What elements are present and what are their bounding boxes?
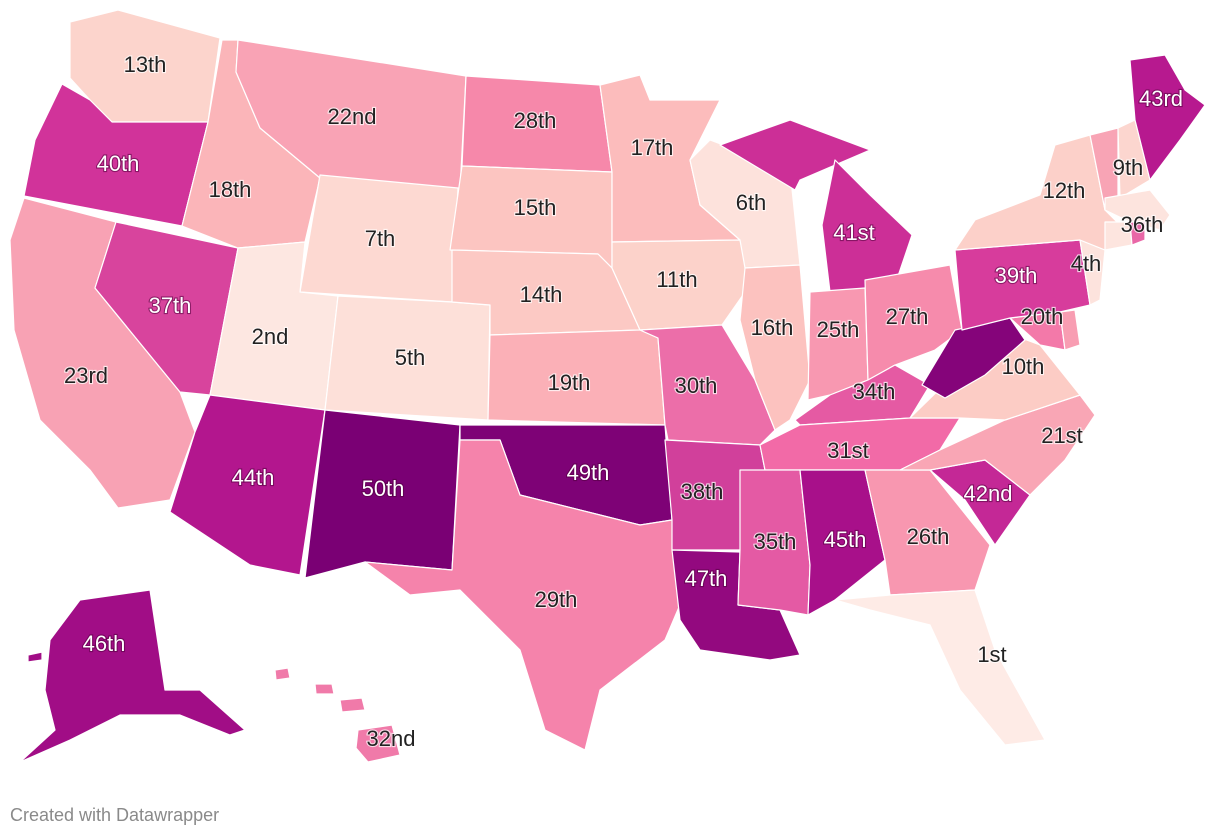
us-states-choropleth-map: 13th 40th 23rd 37th 18th 22nd 7th 2nd 5t… [9, 9, 1206, 763]
state-nc [899, 394, 1096, 496]
rank-label-me: 43rd [1139, 86, 1183, 111]
rank-label-id: 18th [209, 177, 252, 202]
rank-label-mt: 22nd [328, 104, 377, 129]
rank-label-nd: 28th [514, 108, 557, 133]
rank-label-ks: 19th [548, 370, 591, 395]
rank-label-nv: 37th [149, 293, 192, 318]
rank-label-or: 40th [97, 151, 140, 176]
rank-label-ak: 46th [83, 631, 126, 656]
rank-label-ut: 2nd [252, 324, 289, 349]
rank-label-nc: 21st [1041, 423, 1083, 448]
state-hi [339, 697, 366, 713]
state-de [1059, 309, 1081, 351]
rank-label-wa: 13th [124, 52, 167, 77]
rank-label-oh: 27th [886, 304, 929, 329]
state-ak [27, 651, 43, 663]
rank-label-md: 20th [1021, 304, 1064, 329]
rank-label-ky: 34th [853, 379, 896, 404]
rank-label-mi: 41st [833, 220, 875, 245]
rank-label-tn: 31st [827, 438, 869, 463]
state-hi [314, 683, 335, 695]
state-ri [1129, 221, 1146, 246]
rank-label-ny: 12th [1043, 178, 1086, 203]
state-il [739, 264, 811, 431]
rank-label-ne: 14th [520, 282, 563, 307]
rank-label-va: 10th [1002, 354, 1045, 379]
rank-label-nj: 4th [1071, 251, 1102, 276]
rank-label-ma: 36th [1121, 212, 1164, 237]
rank-labels-layer: 13th 40th 23rd 37th 18th 22nd 7th 2nd 5t… [63, 51, 1184, 752]
rank-label-co: 5th [395, 345, 426, 370]
state-nv [94, 221, 239, 396]
rank-label-wy: 7th [365, 226, 396, 251]
state-hi [274, 667, 291, 681]
state-fl [834, 589, 1046, 746]
rank-label-il: 16th [751, 315, 794, 340]
datawrapper-credit: Created with Datawrapper [10, 805, 220, 825]
rank-label-al: 45th [824, 527, 867, 552]
rank-label-hi: 32nd [367, 726, 416, 751]
rank-label-fl: 1st [977, 642, 1006, 667]
rank-label-vt: 9th [1113, 155, 1144, 180]
rank-label-ok: 49th [567, 460, 610, 485]
rank-label-pa: 39th [995, 263, 1038, 288]
state-shapes-layer [9, 9, 1206, 763]
rank-label-in: 25th [817, 317, 860, 342]
rank-label-ar: 38th [681, 479, 724, 504]
rank-label-tx: 29th [535, 587, 578, 612]
rank-label-la: 47th [685, 566, 728, 591]
state-ak [19, 589, 246, 763]
rank-label-az: 44th [232, 465, 275, 490]
rank-label-sc: 42nd [964, 481, 1013, 506]
state-wv [921, 317, 1026, 399]
rank-label-ia: 11th [656, 267, 697, 292]
rank-label-nm: 50th [362, 476, 405, 501]
rank-label-sd: 15th [514, 195, 557, 220]
rank-label-mo: 30th [675, 373, 718, 398]
rank-label-ms: 35th [754, 529, 797, 554]
rank-label-ga: 26th [907, 524, 950, 549]
rank-label-wi: 6th [736, 190, 767, 215]
state-tx [364, 439, 683, 751]
rank-label-ca: 23rd [64, 363, 108, 388]
state-hi [355, 724, 401, 763]
state-me [1129, 54, 1206, 181]
state-ma [1104, 189, 1171, 231]
rank-label-mn: 17th [631, 135, 674, 160]
